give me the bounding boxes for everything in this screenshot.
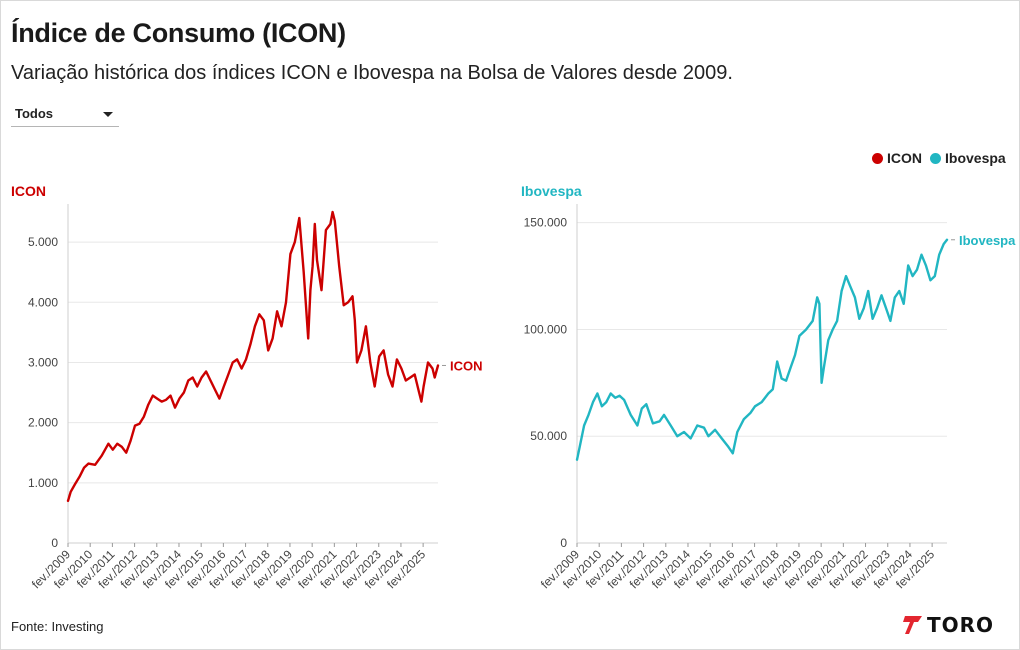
ibovespa-line-chart: 050.000100.000150.000fev./2009fev./2010f… — [524, 204, 1016, 591]
icon-line-chart: 01.0002.0003.0004.0005.000fev./2009fev./… — [28, 204, 483, 591]
y-tick-label: 2.000 — [28, 416, 58, 430]
legend-swatch-ibovespa — [930, 152, 941, 164]
chevron-down-icon — [103, 112, 113, 117]
logo-wordmark: TORO — [927, 613, 995, 637]
legend-swatch-icon — [872, 152, 883, 164]
y-tick-label: 100.000 — [524, 322, 568, 336]
source-note: Fonte: Investing — [11, 619, 104, 634]
series-end-label: ICON — [450, 358, 483, 373]
period-filter-value: Todos — [15, 106, 54, 121]
y-tick-label: 50.000 — [530, 429, 567, 443]
y-tick-label: 5.000 — [28, 235, 58, 249]
series-line — [66, 210, 440, 503]
legend-item-icon[interactable]: ICON — [872, 150, 922, 166]
ibovespa-panel-title: Ibovespa — [521, 183, 582, 199]
y-tick-label: 1.000 — [28, 476, 58, 490]
y-tick-label: 150.000 — [524, 216, 568, 230]
y-tick-label: 3.000 — [28, 355, 58, 369]
legend-item-ibovespa[interactable]: Ibovespa — [930, 150, 1006, 166]
page-title: Índice de Consumo (ICON) — [11, 18, 346, 48]
period-filter-dropdown[interactable]: Todos — [11, 102, 119, 127]
toro-logo-icon — [903, 616, 922, 634]
legend-label-icon: ICON — [887, 150, 922, 166]
toro-logo: TORO — [902, 613, 995, 637]
legend-label-ibovespa: Ibovespa — [945, 150, 1006, 166]
icon-panel-title: ICON — [11, 183, 46, 199]
series-line — [575, 238, 949, 461]
y-tick-label: 0 — [51, 536, 58, 550]
legend: ICON Ibovespa — [872, 149, 1014, 167]
page-subtitle: Variação histórica dos índices ICON e Ib… — [11, 62, 733, 84]
y-tick-label: 4.000 — [28, 295, 58, 309]
series-end-label: Ibovespa — [959, 233, 1016, 248]
y-tick-label: 0 — [560, 536, 567, 550]
